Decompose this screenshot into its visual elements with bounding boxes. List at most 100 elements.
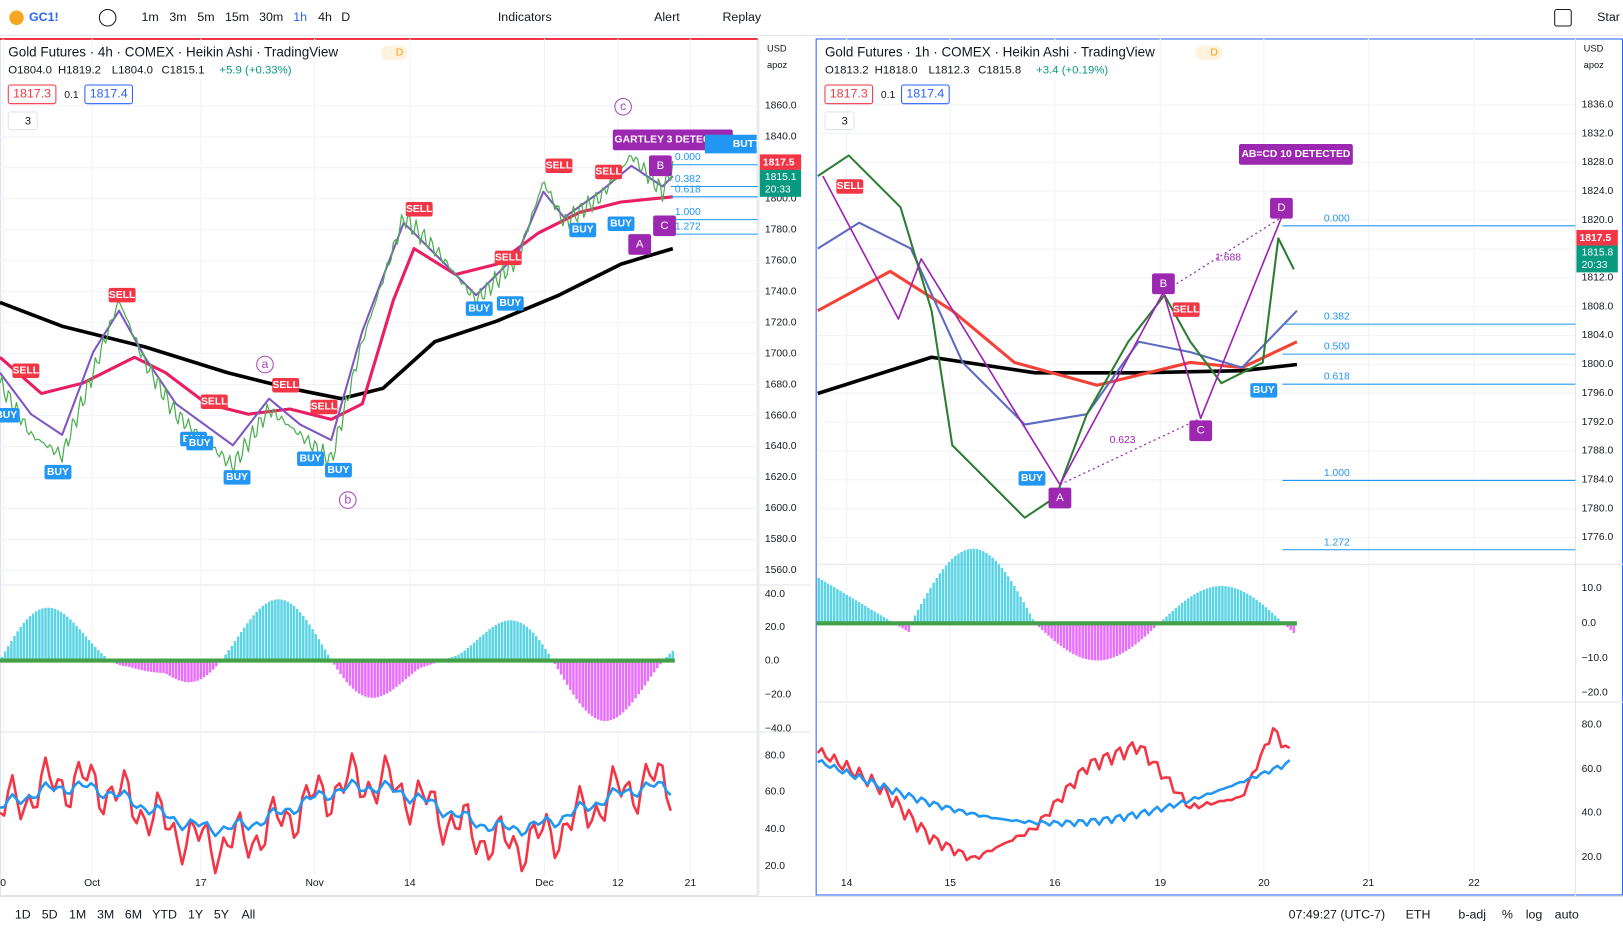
- signal: BUY: [468, 303, 490, 314]
- interval[interactable]: 3m: [169, 10, 186, 24]
- sell-price[interactable]: 1817.3: [830, 87, 868, 101]
- signal-box: [108, 287, 136, 303]
- range-button[interactable]: All: [242, 907, 256, 921]
- interval[interactable]: 15m: [225, 10, 249, 24]
- signal-box: [325, 462, 352, 478]
- fib-label: 0.000: [1324, 213, 1350, 224]
- range-button[interactable]: 1Y: [188, 907, 203, 921]
- osc-tick: 10.0: [1582, 583, 1602, 594]
- signal-box: [595, 164, 623, 180]
- range-button[interactable]: YTD: [152, 907, 177, 921]
- osc-tick: −20.0: [765, 689, 791, 700]
- fib-label: 0.618: [675, 184, 701, 195]
- signal-box: [223, 470, 251, 485]
- bottom-time[interactable]: 07:49:27 (UTC-7): [1289, 907, 1386, 921]
- time-tick: 21: [685, 878, 697, 889]
- interval[interactable]: 1m: [141, 10, 158, 24]
- price-tick: 1680.0: [765, 379, 797, 390]
- range-button[interactable]: 3M: [97, 907, 114, 921]
- rsi-tick: 40.0: [765, 824, 785, 835]
- fib-label: 0.618: [1324, 372, 1350, 383]
- countdown: 20:33: [1582, 260, 1608, 271]
- buy-price[interactable]: 1817.4: [90, 87, 128, 101]
- pattern-point: [1152, 273, 1175, 295]
- buy-price[interactable]: 1817.4: [906, 87, 944, 101]
- price-tick: 1828.0: [1582, 157, 1614, 168]
- symbol[interactable]: GC1!: [29, 10, 59, 24]
- range-button[interactable]: 6M: [125, 907, 142, 921]
- pattern-box: [612, 129, 733, 151]
- price-tick: 1760.0: [765, 255, 797, 266]
- moving-average: [0, 246, 674, 401]
- bottom-adjust[interactable]: b-adj: [1458, 907, 1486, 921]
- signal: BUY: [610, 218, 632, 229]
- pattern-point: [1048, 487, 1072, 509]
- osc-tick: 40.0: [765, 589, 785, 600]
- sell-price[interactable]: 1817.3: [13, 87, 51, 101]
- range-button[interactable]: 5D: [42, 907, 58, 921]
- ohlc: H1818.0: [875, 65, 918, 77]
- last-price-tag: [1576, 229, 1618, 246]
- ohlc: O1813.2: [825, 65, 869, 77]
- interval[interactable]: D: [341, 10, 350, 24]
- moving-average: [817, 221, 1298, 426]
- price-tick: 1600.0: [765, 503, 797, 514]
- pattern-point-label: C: [660, 220, 668, 232]
- close-tag: [759, 169, 802, 197]
- layout-button[interactable]: [1554, 8, 1572, 27]
- bottom-auto[interactable]: auto: [1555, 907, 1579, 921]
- price-tick: 1720.0: [765, 317, 797, 328]
- rsi-line: [0, 778, 672, 838]
- price-tick: 1812.0: [1582, 273, 1614, 284]
- range-button[interactable]: 1M: [69, 907, 86, 921]
- buy-button[interactable]: [704, 134, 757, 154]
- symbol-icon: [9, 10, 24, 26]
- ratio-line: [1059, 417, 1201, 486]
- pattern-point: [628, 234, 652, 255]
- signal-box: [1172, 302, 1200, 317]
- scale-mode: apoz: [767, 60, 788, 70]
- pattern-point-label: A: [636, 238, 644, 250]
- price-tick: 1640.0: [765, 441, 797, 452]
- interval[interactable]: 1h: [293, 10, 307, 24]
- indicators-button[interactable]: Indicators: [498, 10, 552, 24]
- interval[interactable]: 30m: [259, 10, 283, 24]
- wave-point: [256, 355, 274, 374]
- pattern-label: GARTLEY 3 DETECTED: [615, 135, 732, 146]
- price-tick: 1860.0: [765, 100, 797, 111]
- close-price: 1815.8: [1582, 247, 1614, 258]
- price-tick: 1740.0: [765, 286, 797, 297]
- bottom-log[interactable]: log: [1526, 907, 1543, 921]
- range-button[interactable]: 5Y: [214, 907, 229, 921]
- signal: BUY: [572, 225, 594, 236]
- wave-label: b: [344, 492, 351, 506]
- currency: USD: [767, 43, 787, 53]
- ratio-label: 1.688: [1215, 253, 1241, 264]
- bottom-percent[interactable]: %: [1502, 907, 1513, 921]
- toolbar-cut[interactable]: Star: [1597, 10, 1620, 24]
- alert-button[interactable]: Alert: [654, 10, 680, 24]
- time-tick: Oct: [84, 878, 100, 889]
- price-line: [817, 154, 1295, 519]
- replay-button[interactable]: Replay: [722, 10, 761, 24]
- signal: SELL: [495, 253, 521, 264]
- signal: BUY: [1021, 473, 1043, 484]
- price-tick: 1800.0: [1582, 359, 1614, 370]
- price-tick: 1832.0: [1582, 128, 1614, 139]
- close-tag: [1576, 245, 1618, 273]
- range-button[interactable]: 1D: [15, 907, 31, 921]
- interval[interactable]: 4h: [318, 10, 332, 24]
- signal-box: [1250, 383, 1278, 398]
- buy-button-label[interactable]: BUTT: [733, 139, 761, 150]
- flag: D: [396, 48, 403, 59]
- moving-average: [816, 269, 1298, 387]
- interval[interactable]: 5m: [197, 10, 214, 24]
- bottom-session[interactable]: ETH: [1406, 907, 1431, 921]
- time-tick: 12: [612, 878, 624, 889]
- add-symbol[interactable]: [98, 8, 117, 27]
- last-price-tag: [759, 154, 802, 170]
- fib-label: 0.382: [1324, 312, 1350, 323]
- fib-label: 1.000: [675, 207, 701, 218]
